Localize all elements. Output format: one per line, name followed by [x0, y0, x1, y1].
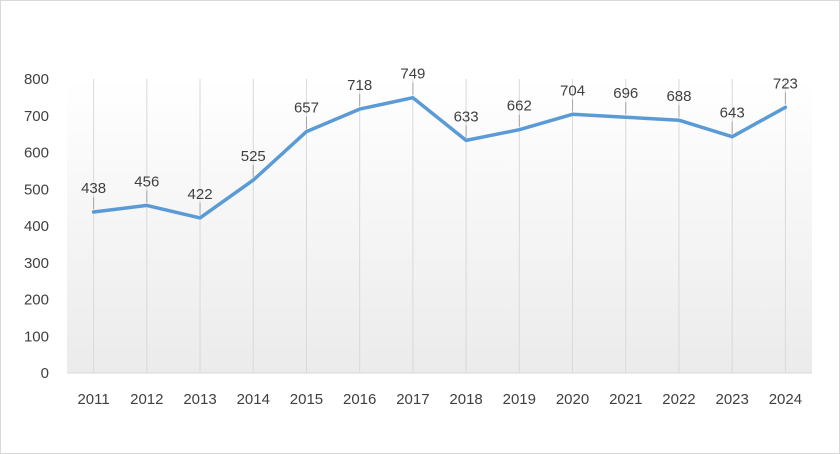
data-labels: 438 456 422 525 657 718 749 633 662 704 696 688 643 7…: [81, 66, 798, 203]
data-label-2016: 718: [347, 77, 372, 94]
x-tick-label-2013: 2013: [183, 391, 216, 408]
y-tick-label-200: 200: [24, 292, 49, 309]
data-label-2018: 633: [454, 108, 479, 125]
x-tick-label-2012: 2012: [130, 391, 163, 408]
y-axis-tick-labels: 0 100 200 300 400 500 600 700 800: [24, 71, 49, 382]
x-tick-label-2020: 2020: [556, 391, 589, 408]
data-label-2011: 438: [81, 180, 106, 197]
data-label-2022: 688: [666, 88, 691, 105]
y-tick-label-700: 700: [24, 108, 49, 125]
data-label-2019: 662: [507, 98, 532, 115]
data-label-2024: 723: [773, 75, 798, 92]
x-tick-label-2019: 2019: [503, 391, 536, 408]
data-label-2014: 525: [241, 148, 266, 165]
x-tick-label-2024: 2024: [769, 391, 802, 408]
x-tick-label-2021: 2021: [609, 391, 642, 408]
data-label-2017: 749: [400, 66, 425, 83]
x-tick-label-2014: 2014: [237, 391, 270, 408]
data-label-2023: 643: [720, 105, 745, 122]
data-label-2021: 696: [613, 85, 638, 102]
x-tick-label-2011: 2011: [77, 391, 109, 408]
plot-area: [67, 79, 812, 373]
y-tick-label-300: 300: [24, 255, 49, 272]
data-label-leader-lines: [93, 82, 786, 215]
y-tick-label-500: 500: [24, 181, 49, 198]
x-tick-label-2015: 2015: [290, 391, 323, 408]
data-label-2015: 657: [294, 100, 319, 117]
y-tick-label-600: 600: [24, 145, 49, 162]
series-line: [91, 95, 788, 220]
x-tick-label-2018: 2018: [449, 391, 482, 408]
x-tick-label-2022: 2022: [662, 391, 695, 408]
x-tick-label-2017: 2017: [396, 391, 429, 408]
gridlines: [67, 79, 812, 374]
data-label-2012: 456: [134, 173, 159, 190]
x-tick-label-2023: 2023: [715, 391, 748, 408]
y-tick-label-0: 0: [41, 365, 49, 382]
data-label-2020: 704: [560, 82, 585, 99]
y-tick-label-100: 100: [24, 328, 49, 345]
y-tick-label-400: 400: [24, 218, 49, 235]
data-label-2013: 422: [188, 186, 213, 203]
x-tick-label-2016: 2016: [343, 391, 376, 408]
y-tick-label-800: 800: [24, 71, 49, 88]
x-axis-tick-labels: 2011 2012 2013 2014 2015 2016 2017 2018 2019 2020…: [77, 391, 802, 408]
